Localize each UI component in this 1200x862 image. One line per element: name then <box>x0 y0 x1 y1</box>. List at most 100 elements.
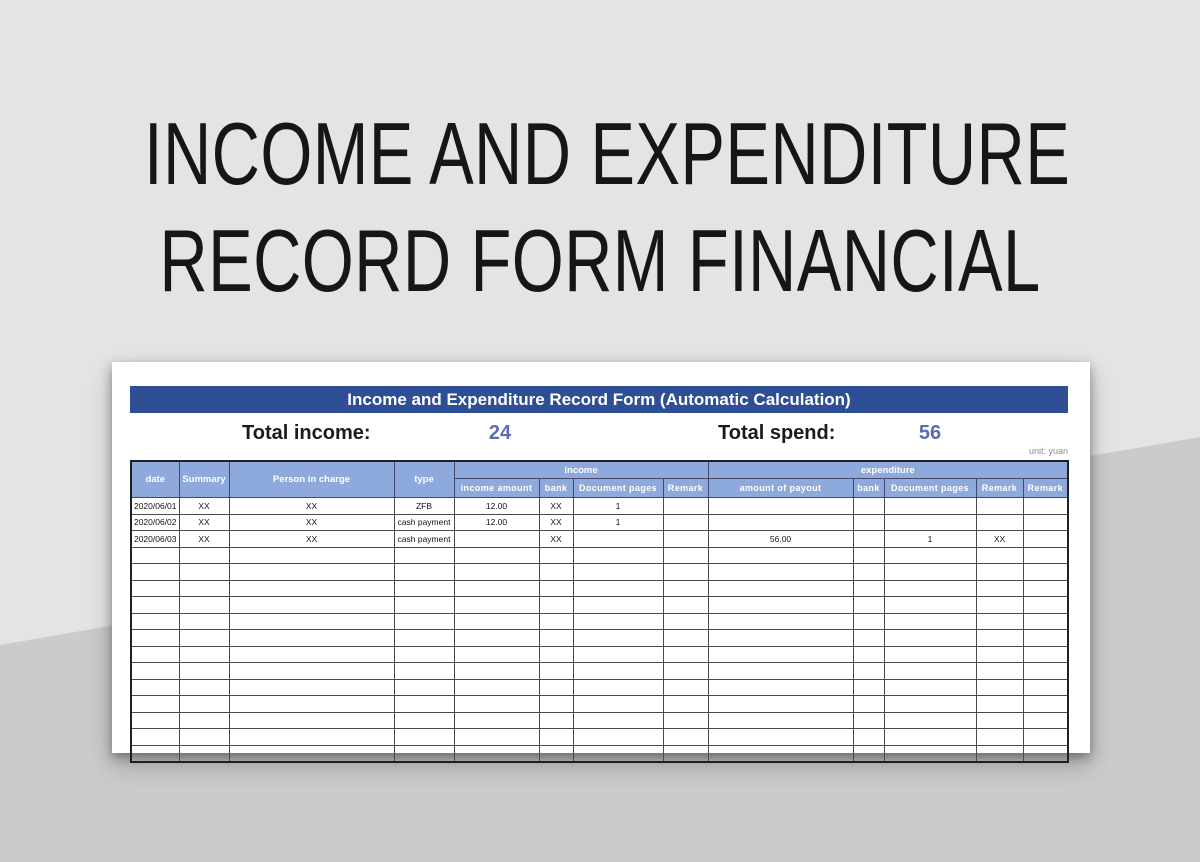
column-header-summary: Summary <box>178 460 230 498</box>
cell-income-amount <box>453 563 540 581</box>
cell-payout-amount <box>707 513 854 531</box>
cell-income-bank <box>538 612 574 630</box>
cell-summary <box>178 744 230 763</box>
cell-expenditure-bank <box>852 645 885 663</box>
cell-income-bank: XX <box>538 530 574 548</box>
table-row <box>130 744 1069 763</box>
cell-expenditure-bank <box>852 695 885 713</box>
cell-income-remark <box>662 662 709 680</box>
cell-income-remark <box>662 563 709 581</box>
total-spend-label: Total spend: <box>718 422 836 444</box>
table-row <box>130 728 1069 746</box>
cell-expenditure-bank <box>852 563 885 581</box>
cell-payout-amount <box>707 579 854 597</box>
cell-income-docpages <box>572 728 664 746</box>
cell-income-bank: XX <box>538 497 574 515</box>
cell-expenditure-remark2 <box>1022 612 1069 630</box>
cell-payout-amount <box>707 546 854 564</box>
cell-income-remark <box>662 612 709 630</box>
cell-income-docpages <box>572 662 664 680</box>
cell-payout-amount: 56.00 <box>707 530 854 548</box>
cell-expenditure-docpages <box>883 596 977 614</box>
cell-income-docpages: 1 <box>572 513 664 531</box>
cell-income-bank <box>538 629 574 647</box>
cell-income-bank <box>538 579 574 597</box>
cell-date <box>130 645 180 663</box>
totals-row: Total income: 24 Total spend: 56 <box>130 422 1068 452</box>
cell-payout-amount <box>707 612 854 630</box>
total-spend-value: 56 <box>918 422 942 444</box>
cell-type <box>393 662 455 680</box>
cell-date: 2020/06/02 <box>130 513 180 531</box>
cell-date <box>130 579 180 597</box>
cell-expenditure-docpages <box>883 662 977 680</box>
cell-type <box>393 563 455 581</box>
header-sub-row: income amount bank Document pages Remark… <box>131 478 1069 498</box>
cell-expenditure-bank <box>852 596 885 614</box>
cell-payout-amount <box>707 728 854 746</box>
cell-summary: XX <box>178 497 230 515</box>
cell-expenditure-remark <box>975 645 1024 663</box>
cell-type: cash payment <box>393 530 455 548</box>
cell-expenditure-bank <box>852 612 885 630</box>
table-row <box>130 695 1069 713</box>
cell-expenditure-remark <box>975 596 1024 614</box>
cell-income-docpages: 1 <box>572 497 664 515</box>
table-row: 2020/06/03 XX XX cash payment XX 56.00 1… <box>130 530 1069 548</box>
cell-payout-amount <box>707 711 854 729</box>
cell-expenditure-remark <box>975 629 1024 647</box>
cell-summary <box>178 596 230 614</box>
cell-income-amount <box>453 546 540 564</box>
cell-expenditure-bank <box>852 530 885 548</box>
column-header-expenditure-bank: bank <box>852 478 885 498</box>
cell-income-bank <box>538 546 574 564</box>
cell-expenditure-docpages <box>883 629 977 647</box>
cell-income-amount <box>453 662 540 680</box>
cell-type <box>393 744 455 763</box>
cell-expenditure-remark <box>975 563 1024 581</box>
cell-income-bank <box>538 678 574 696</box>
cell-income-amount <box>453 530 540 548</box>
cell-expenditure-docpages <box>883 678 977 696</box>
cell-income-remark <box>662 711 709 729</box>
cell-expenditure-remark <box>975 711 1024 729</box>
cell-person <box>228 662 395 680</box>
cell-date <box>130 678 180 696</box>
cell-income-docpages <box>572 744 664 763</box>
cell-income-remark <box>662 497 709 515</box>
cell-type <box>393 629 455 647</box>
cell-date <box>130 662 180 680</box>
cell-income-bank <box>538 645 574 663</box>
cell-expenditure-remark <box>975 579 1024 597</box>
cell-income-bank <box>538 711 574 729</box>
cell-income-remark <box>662 728 709 746</box>
cell-income-amount <box>453 629 540 647</box>
spreadsheet-card: Income and Expenditure Record Form (Auto… <box>112 362 1090 763</box>
cell-person <box>228 645 395 663</box>
cell-expenditure-docpages <box>883 513 977 531</box>
cell-type <box>393 728 455 746</box>
cell-summary <box>178 645 230 663</box>
cell-summary <box>178 662 230 680</box>
cell-expenditure-docpages <box>883 579 977 597</box>
table-row <box>130 546 1069 564</box>
cell-date: 2020/06/03 <box>130 530 180 548</box>
cell-summary: XX <box>178 530 230 548</box>
cell-income-remark <box>662 744 709 763</box>
cell-income-bank <box>538 662 574 680</box>
cell-expenditure-bank <box>852 744 885 763</box>
table-row: 2020/06/01 XX XX ZFB 12.00 XX 1 <box>130 497 1069 515</box>
cell-expenditure-remark2 <box>1022 579 1069 597</box>
cell-income-remark <box>662 513 709 531</box>
cell-expenditure-remark <box>975 612 1024 630</box>
table-row <box>130 563 1069 581</box>
cell-date <box>130 563 180 581</box>
table-row <box>130 596 1069 614</box>
cell-expenditure-docpages <box>883 497 977 515</box>
column-header-person: Person in charge <box>228 460 395 498</box>
cell-income-amount <box>453 612 540 630</box>
sheet-title-bar: Income and Expenditure Record Form (Auto… <box>130 386 1068 413</box>
cell-expenditure-docpages <box>883 744 977 763</box>
cell-person <box>228 711 395 729</box>
cell-expenditure-remark2 <box>1022 530 1069 548</box>
